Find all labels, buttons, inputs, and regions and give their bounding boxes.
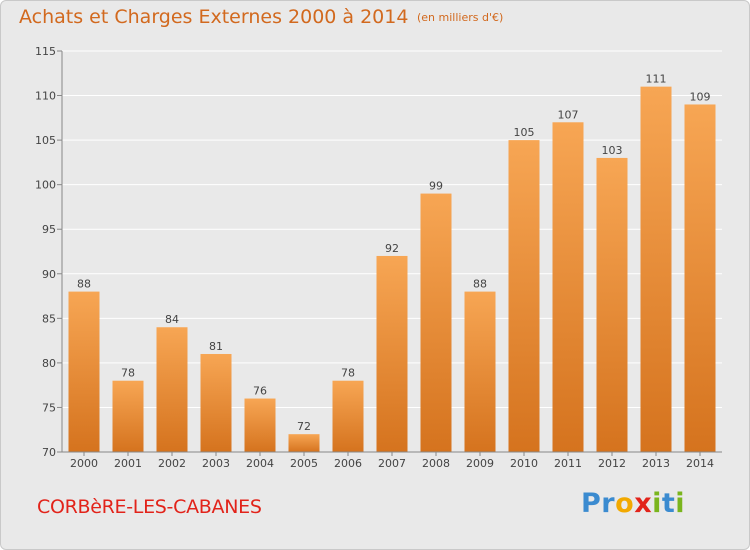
y-tick-label: 90: [42, 268, 56, 281]
bar-2012: [596, 157, 628, 452]
x-tick-label-2007: 2007: [378, 457, 406, 470]
bar-2010: [508, 140, 540, 452]
data-label-2004: 76: [253, 385, 267, 398]
x-tick-label-2013: 2013: [642, 457, 670, 470]
bar-2008: [420, 193, 452, 453]
logo-letter: o: [615, 488, 635, 519]
y-tick-label: 100: [35, 179, 56, 192]
logo-letter: r: [601, 488, 616, 519]
bar-2003: [200, 353, 232, 452]
data-label-2008: 99: [429, 180, 443, 193]
x-tick-label-2008: 2008: [422, 457, 450, 470]
x-tick-label-2006: 2006: [334, 457, 362, 470]
data-label-2014: 109: [690, 90, 711, 103]
x-tick-label-2009: 2009: [466, 457, 494, 470]
logo-letter: t: [661, 488, 676, 519]
logo-letter: i: [652, 488, 662, 519]
y-tick-label: 95: [42, 223, 56, 236]
bar-2014: [684, 104, 716, 452]
data-label-2010: 105: [514, 126, 535, 139]
logo-letter: i: [675, 488, 686, 519]
data-label-2009: 88: [473, 278, 487, 291]
commune-name: CORBèRE-LES-CABANES: [37, 496, 262, 518]
y-tick-label: 80: [42, 357, 56, 370]
data-label-2001: 78: [121, 367, 135, 380]
x-tick-label-2010: 2010: [510, 457, 538, 470]
x-tick-label-2001: 2001: [114, 457, 142, 470]
data-label-2011: 107: [558, 108, 579, 121]
bar-2006: [332, 380, 364, 452]
data-label-2002: 84: [165, 313, 179, 326]
x-tick-label-2004: 2004: [246, 457, 274, 470]
logo-letter: P: [581, 488, 602, 519]
data-label-2007: 92: [385, 242, 399, 255]
data-label-2003: 81: [209, 340, 223, 353]
bar-2007: [376, 255, 408, 452]
x-tick-label-2005: 2005: [290, 457, 318, 470]
bar-2002: [156, 327, 188, 452]
x-tick-label-2011: 2011: [554, 457, 582, 470]
unit-note: (en milliers d'€): [417, 11, 504, 24]
chart-title: Achats et Charges Externes 2000 à 2014: [19, 6, 409, 28]
axes: 70 75 80 85 90 95 100 105 110 115 2000 2001 2002 2003…: [35, 45, 722, 470]
data-label-2005: 72: [297, 420, 311, 433]
data-labels: 88 78 84 81 76 72 78 92 99 88 105 107 103 111 109: [77, 73, 711, 434]
y-tick-label: 115: [35, 45, 56, 58]
bars: [68, 86, 716, 453]
logo-letter: x: [634, 488, 653, 519]
proxiti-logo: Proxiti: [581, 488, 685, 519]
bar-2013: [640, 86, 672, 453]
y-tick-label: 75: [42, 401, 56, 414]
y-tick-label: 70: [42, 446, 56, 459]
x-tick-label-2012: 2012: [598, 457, 626, 470]
x-tick-label-2000: 2000: [70, 457, 98, 470]
y-tick-label: 105: [35, 134, 56, 147]
data-label-2012: 103: [602, 144, 623, 157]
data-label-2013: 111: [646, 73, 667, 86]
x-tick-label-2002: 2002: [158, 457, 186, 470]
y-tick-label: 85: [42, 312, 56, 325]
bar-2005: [288, 434, 320, 452]
x-tick-label-2003: 2003: [202, 457, 230, 470]
y-tick-label: 110: [35, 90, 56, 103]
data-label-2006: 78: [341, 367, 355, 380]
data-label-2000: 88: [77, 278, 91, 291]
x-tick-label-2014: 2014: [686, 457, 714, 470]
bar-2009: [464, 291, 496, 452]
bar-2001: [112, 380, 144, 452]
bar-2000: [68, 291, 100, 452]
bar-2011: [552, 122, 584, 453]
bar-2004: [244, 398, 276, 452]
